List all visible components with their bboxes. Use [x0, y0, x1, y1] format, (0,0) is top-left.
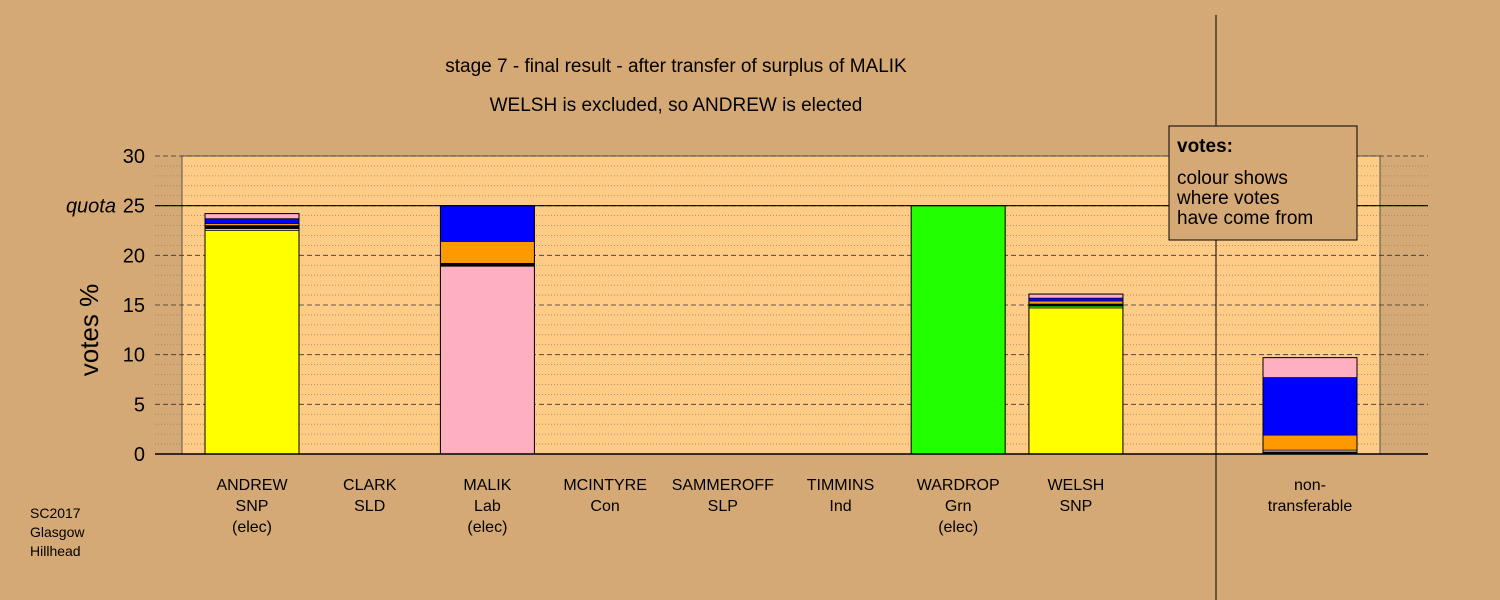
x-tick-label: WARDROP [917, 477, 1000, 494]
legend-line: colour shows [1177, 168, 1288, 189]
legend-line: have come from [1177, 208, 1313, 229]
x-tick-label: non- [1294, 477, 1326, 494]
bar-segment [204, 213, 300, 219]
quota-label: quota [66, 196, 116, 218]
chart-subtitle: WELSH is excluded, so ANDREW is elected [490, 95, 863, 116]
x-tick-label: MALIK [463, 477, 511, 494]
bar-segment [910, 205, 1006, 455]
source-line: Hillhead [30, 543, 81, 559]
bar-segment [1028, 307, 1124, 455]
source-line: Glasgow [30, 524, 85, 540]
x-tick-label: ANDREW [216, 477, 288, 494]
legend-line: where votes [1176, 188, 1279, 209]
x-tick-label: Grn [945, 498, 972, 515]
bar-segment [440, 241, 535, 264]
x-tick-label: TIMMINS [807, 477, 875, 494]
y-tick-label: 5 [134, 394, 145, 416]
legend-title: votes: [1177, 136, 1233, 157]
x-tick-label: Ind [829, 498, 851, 515]
bar-segment [204, 218, 300, 224]
y-tick-label: 25 [123, 196, 145, 218]
legend-box [1168, 125, 1358, 241]
y-tick-label: 30 [123, 146, 145, 168]
y-tick-label: 20 [123, 245, 145, 267]
bar-segment [440, 205, 535, 242]
bar-segment [440, 262, 535, 267]
bar-segment [1028, 297, 1124, 302]
source-line: SC2017 [30, 505, 81, 521]
x-tick-label: WELSH [1047, 477, 1104, 494]
bar-segment [440, 265, 535, 455]
x-tick-label: SLD [354, 498, 385, 515]
bar-segment [1028, 293, 1124, 299]
x-tick-label: Lab [474, 498, 501, 515]
bar-segment [204, 225, 300, 229]
nontransferable-bar-segment [1262, 434, 1358, 451]
nontransferable-bar-segment [1262, 377, 1358, 436]
y-tick-label: 0 [134, 444, 145, 466]
x-tick-label: SNP [236, 498, 269, 515]
chart-title: stage 7 - final result - after transfer … [445, 56, 907, 77]
x-tick-label: (elec) [938, 519, 978, 536]
x-tick-label: Con [590, 498, 619, 515]
bar-segment [1028, 300, 1124, 305]
bar-segment [204, 230, 300, 455]
x-tick-label: SLP [708, 498, 738, 515]
y-tick-label: 15 [123, 295, 145, 317]
x-tick-label: MCINTYRE [563, 477, 647, 494]
legend: votes: colour shows where votes have com… [1168, 125, 1358, 241]
x-tick-label: SNP [1059, 498, 1092, 515]
x-tick-label: transferable [1268, 498, 1353, 515]
y-axis-label: votes % [74, 284, 104, 377]
x-tick-label: CLARK [343, 477, 397, 494]
y-tick-label: 10 [123, 345, 145, 367]
source-note: SC2017 Glasgow Hillhead [30, 504, 84, 561]
x-tick-label: (elec) [467, 519, 507, 536]
nontransferable-bar-segment [1262, 357, 1358, 378]
x-tick-label: (elec) [232, 519, 272, 536]
x-tick-label: SAMMEROFF [672, 477, 774, 494]
